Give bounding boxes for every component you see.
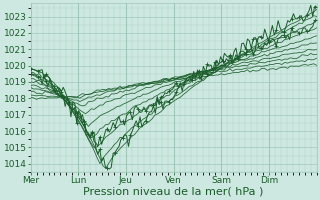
X-axis label: Pression niveau de la mer( hPa ): Pression niveau de la mer( hPa ) xyxy=(84,187,264,197)
